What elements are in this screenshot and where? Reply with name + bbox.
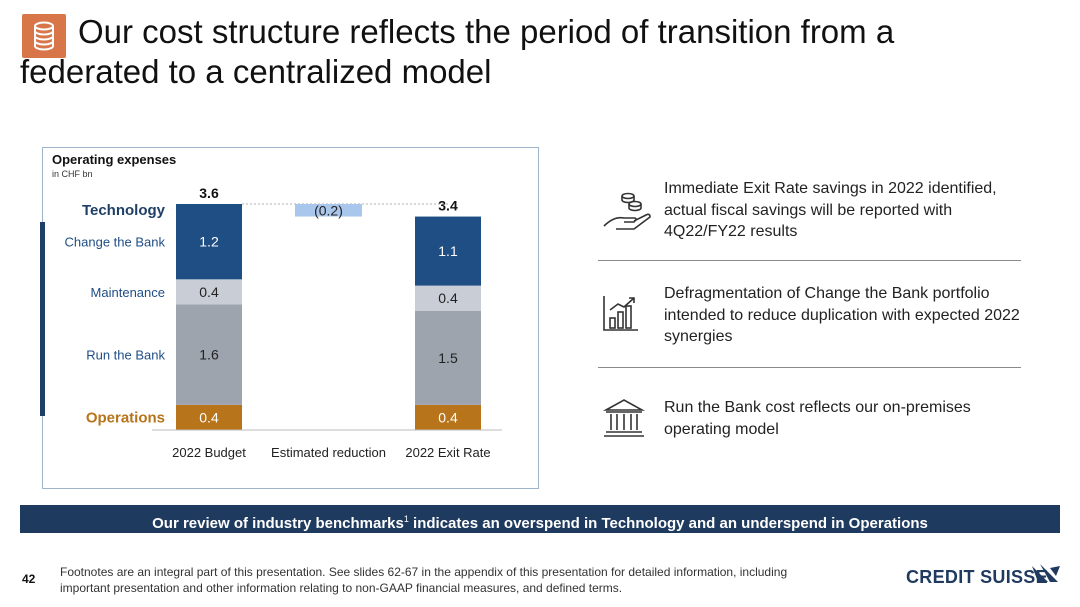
row-label: Maintenance — [91, 285, 165, 300]
bullet-run-the-bank: Run the Bank cost reflects our on-premis… — [664, 399, 971, 438]
bullet-defragmentation: Defragmentation of Change the Bank portf… — [664, 285, 1020, 345]
bar-segment — [415, 285, 481, 311]
footnote: Footnotes are an integral part of this p… — [60, 565, 788, 595]
x-tick-label: 2022 Budget — [172, 445, 246, 460]
title-line-2: federated to a centralized model — [20, 53, 492, 90]
bar-segment — [176, 404, 242, 430]
group-label-operations: Operations — [86, 409, 165, 426]
row-label: Run the Bank — [86, 348, 165, 363]
banner-footnote-ref: 1 — [403, 514, 409, 524]
group-label-technology: Technology — [82, 202, 166, 219]
reduction-bar — [295, 204, 362, 217]
bar-segment — [176, 304, 242, 405]
data-label: 0.4 — [199, 409, 219, 425]
bar-segment — [415, 216, 481, 286]
data-label: 1.2 — [199, 234, 219, 250]
banner-text-rest: indicates an overspend in Technology and… — [408, 515, 928, 532]
total-label: 3.4 — [438, 198, 458, 214]
reduction-label: (0.2) — [314, 202, 343, 218]
total-label: 3.6 — [199, 185, 219, 201]
credit-suisse-logo: CREDIT SUISSE — [906, 567, 1048, 587]
bar-segment — [415, 310, 481, 405]
coins-stack-icon — [22, 14, 66, 58]
chart-title: Operating expenses — [52, 152, 177, 167]
data-label: 1.1 — [438, 243, 458, 259]
data-label: 1.5 — [438, 350, 458, 366]
divider — [598, 260, 1021, 261]
bullet-exit-rate-savings: Immediate Exit Rate savings in 2022 iden… — [664, 180, 997, 240]
sails-logo-icon — [1030, 562, 1062, 591]
x-tick-label: Estimated reduction — [271, 445, 386, 460]
data-label: 0.4 — [438, 290, 458, 306]
bar-chart-growth-icon — [602, 294, 640, 337]
operating-expenses-chart: 0.4 1.6 0.4 1.2 3.6 0.4 1.5 0.4 1.1 3.4 (0.2) Chang… — [65, 185, 502, 460]
divider — [598, 367, 1021, 368]
banner-text: Our review of industry benchmarks — [152, 515, 404, 532]
key-message-banner: Our review of industry benchmarks1 indic… — [20, 505, 1060, 533]
page-number: 42 — [22, 572, 36, 586]
x-tick-label: 2022 Exit Rate — [405, 445, 490, 460]
technology-bracket — [40, 222, 45, 416]
hand-coins-icon — [602, 190, 654, 237]
data-label: 0.4 — [199, 284, 219, 300]
bank-building-icon — [602, 398, 646, 443]
row-label: Change the Bank — [65, 235, 166, 250]
bar-segment — [415, 404, 481, 430]
data-label: 1.6 — [199, 347, 219, 363]
bar-segment — [176, 204, 242, 280]
bar-segment — [176, 279, 242, 305]
page-title: Our cost structure reflects the period o… — [20, 12, 1060, 92]
chart-subtitle: in CHF bn — [52, 169, 93, 179]
data-label: 0.4 — [438, 409, 458, 425]
title-line-1: Our cost structure reflects the period o… — [78, 13, 895, 50]
